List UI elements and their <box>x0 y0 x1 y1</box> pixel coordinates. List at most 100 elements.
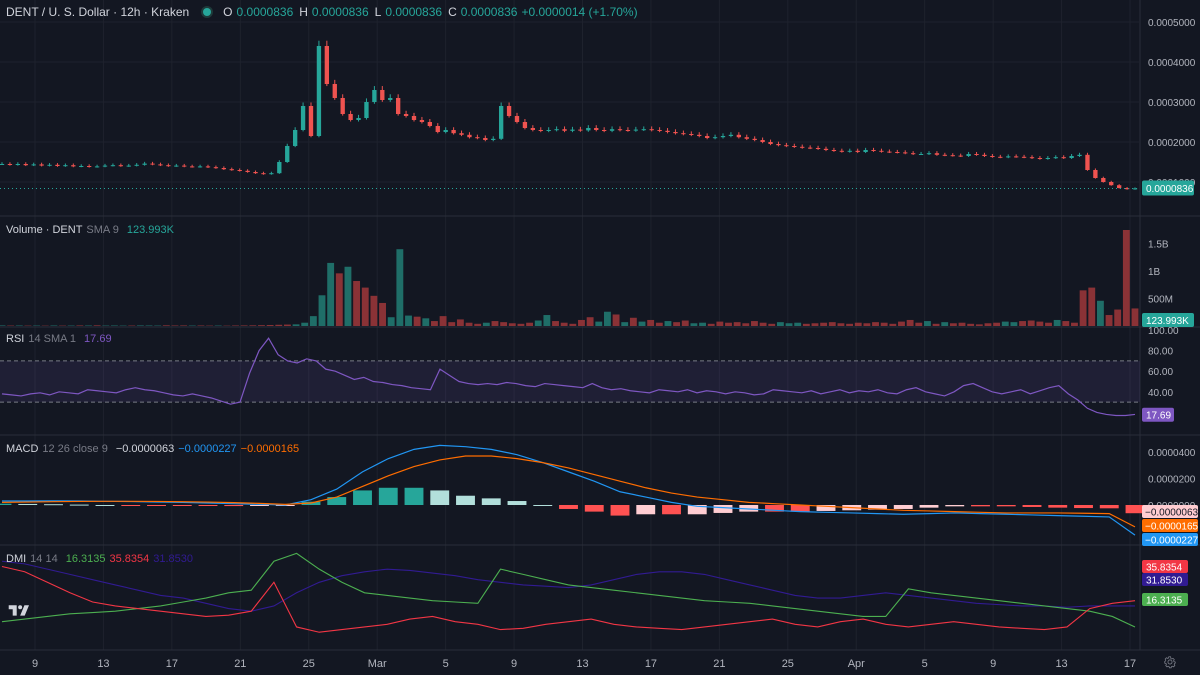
candle-body <box>498 106 504 139</box>
volume-bar <box>560 322 568 326</box>
time-tick-label: 17 <box>1124 658 1136 670</box>
volume-bar <box>318 295 326 326</box>
volume-bar <box>785 323 793 326</box>
macd-histogram-bar <box>172 505 192 506</box>
volume-bar <box>1019 321 1026 326</box>
volume-bar <box>1062 321 1070 326</box>
rsi-legend[interactable]: RSI 14 SMA 1 17.69 <box>6 333 112 345</box>
candle-body <box>229 169 234 171</box>
candle-body <box>189 166 195 168</box>
volume-bar <box>500 322 508 326</box>
volume-bar <box>292 324 300 326</box>
volume-tick-label: 1.5B <box>1148 240 1169 251</box>
macd-histogram-bar <box>147 505 166 506</box>
candle-body <box>697 134 702 136</box>
macd-last-tag <box>1142 533 1198 546</box>
macd-histogram-bar <box>790 505 810 512</box>
volume-bar <box>136 325 144 326</box>
volume-bar <box>396 249 404 326</box>
macd-last-tag <box>1142 519 1198 532</box>
candle-body <box>863 150 868 152</box>
time-tick-label: 21 <box>234 658 246 670</box>
candle-body <box>0 164 5 165</box>
time-tick-label: 17 <box>645 658 657 670</box>
dmi-legend[interactable]: DMI 14 14 16.3135 35.8354 31.8530 <box>6 553 193 565</box>
volume-bar <box>344 266 352 326</box>
volume-bar <box>1114 309 1122 326</box>
volume-bar <box>621 322 629 326</box>
candle-body <box>847 150 852 152</box>
candle-body <box>324 46 330 84</box>
open-label: O <box>223 5 233 19</box>
volume-bar <box>180 325 188 326</box>
volume-bar <box>975 324 983 326</box>
candle-body <box>744 137 749 139</box>
macd-histogram-bar <box>636 505 656 515</box>
dmi-last-tag <box>1142 573 1188 586</box>
candle-body <box>649 129 654 131</box>
candle-body <box>158 164 163 166</box>
candle-body <box>277 162 282 174</box>
tradingview-logo-icon[interactable] <box>8 603 30 619</box>
candle-body <box>958 155 963 157</box>
candle-body <box>855 150 860 152</box>
volume-bar <box>275 324 283 326</box>
candle-body <box>403 114 409 116</box>
candle-body <box>364 102 369 118</box>
candle-body <box>7 164 13 165</box>
candle-body <box>887 151 892 153</box>
candle-body <box>1109 182 1114 186</box>
candle-body <box>831 150 837 151</box>
macd-histogram-bar <box>481 498 501 505</box>
macd-histogram-bar <box>456 495 475 505</box>
macd-histogram-bar <box>18 503 38 505</box>
macd-signal-value: −0.0000165 <box>240 443 300 455</box>
candle-body <box>39 164 44 166</box>
macd-legend[interactable]: MACD 12 26 close 9 −0.0000063 −0.0000227… <box>6 443 299 455</box>
macd-histogram-bar <box>996 505 1016 507</box>
time-tick-label: 25 <box>303 658 315 670</box>
settings-gear-icon[interactable] <box>1163 655 1177 669</box>
time-tick-label: Apr <box>848 658 865 670</box>
volume-name: Volume · DENT <box>6 224 83 236</box>
candle-body <box>150 163 155 165</box>
volume-bar <box>335 273 343 326</box>
volume-bar <box>681 320 689 326</box>
candle-body <box>348 114 353 120</box>
candle-body <box>435 126 440 132</box>
macd-histogram-bar <box>662 505 681 515</box>
candle-body <box>1101 178 1106 182</box>
volume-bar <box>1010 322 1018 326</box>
dmi-last-label: 35.8354 <box>1146 563 1183 574</box>
volume-bar <box>915 322 923 326</box>
price-tick-label: 0.0005000 <box>1148 18 1196 29</box>
volume-bar <box>448 322 456 326</box>
volume-bar <box>422 318 430 326</box>
candle-body <box>110 165 116 167</box>
macd-histogram-bar <box>378 487 398 505</box>
rsi-tick-label: 60.00 <box>1148 367 1173 378</box>
volume-bar <box>474 323 482 326</box>
volume-legend[interactable]: Volume · DENT SMA 9 123.993K <box>6 224 174 236</box>
symbol-title[interactable]: DENT / U. S. Dollar · 12h · Kraken <box>6 5 190 19</box>
candle-body <box>522 122 528 128</box>
last-price-tag <box>1142 180 1194 196</box>
candle-body <box>641 129 646 131</box>
candle-body <box>681 133 686 135</box>
macd-last-tag <box>1142 505 1198 518</box>
volume-bar <box>984 323 992 326</box>
volume-bar <box>552 321 559 326</box>
candle-body <box>245 170 250 172</box>
time-tick-label: 5 <box>443 658 449 670</box>
macd-histogram-bar <box>1099 505 1119 509</box>
volume-bar <box>361 287 369 326</box>
price-tick-label: 0.0003000 <box>1148 98 1196 109</box>
candle-body <box>1124 188 1130 190</box>
volume-bar <box>249 325 257 326</box>
candle-body <box>514 116 520 122</box>
candle-body <box>1077 154 1082 156</box>
candle-body <box>1013 156 1019 158</box>
macd-tick-label: 0.0000400 <box>1148 448 1196 459</box>
candle-body <box>823 148 829 150</box>
